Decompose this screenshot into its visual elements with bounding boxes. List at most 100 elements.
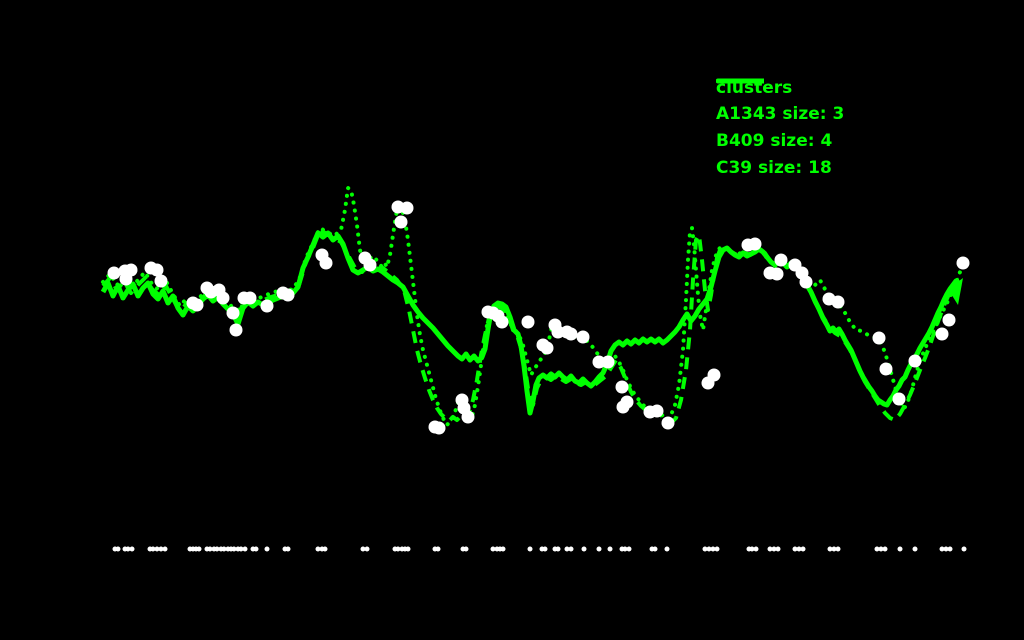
rug-tick [581, 546, 587, 552]
rug-tick [360, 546, 366, 552]
data-point-marker [879, 362, 893, 376]
rug-tick [622, 546, 628, 552]
rug-tick [500, 546, 506, 552]
data-point-marker [400, 201, 414, 215]
data-point-marker [942, 313, 956, 327]
data-point-marker [226, 306, 240, 320]
rug-tick [527, 546, 533, 552]
legend-item-c39: C39 size: 18 [716, 78, 844, 181]
data-point-marker [601, 355, 615, 369]
data-point-marker [615, 380, 629, 394]
data-point-marker [592, 355, 606, 369]
rug-tick [664, 546, 670, 552]
rug-tick [564, 546, 570, 552]
data-point-marker [770, 267, 784, 281]
rug-tick [749, 546, 755, 552]
data-point-marker [616, 400, 630, 414]
rug-tick [943, 546, 949, 552]
data-point-marker [521, 315, 535, 329]
rug-tick [125, 546, 131, 552]
rug-tick [214, 546, 220, 552]
data-point-marker [260, 299, 274, 313]
data-point-marker [576, 330, 590, 344]
rug-tick [231, 546, 237, 552]
rug-tick [710, 546, 716, 552]
rug-tick [129, 546, 135, 552]
rug-tick [878, 546, 884, 552]
legend-items: A1343 size: 3 B409 size: 4 C39 size: 18 [716, 78, 845, 181]
rug-tick [158, 546, 164, 552]
rug-tick [792, 546, 798, 552]
marker-points [107, 200, 970, 435]
rug-tick [150, 546, 156, 552]
rug-tick [242, 546, 248, 552]
data-point-marker [956, 256, 970, 270]
data-point-marker [281, 288, 295, 302]
rug-tick [596, 546, 602, 552]
data-point-marker [432, 421, 446, 435]
data-point-marker [119, 272, 133, 286]
data-point-marker [707, 368, 721, 382]
data-point-marker [661, 416, 675, 430]
data-point-marker [150, 263, 164, 277]
legend-item-a1343: A1343 size: 3 [716, 78, 845, 127]
line-end-arrowhead [948, 278, 963, 305]
data-point-marker [495, 315, 509, 329]
data-point-marker [892, 392, 906, 406]
rug-tick [771, 546, 777, 552]
data-point-marker [190, 298, 204, 312]
data-point-marker [831, 295, 845, 309]
data-point-marker [107, 266, 121, 280]
data-point-marker [243, 291, 257, 305]
rug-tick [961, 546, 967, 552]
legend: clusters A1343 size: 3 B409 size: 4 C39 si… [716, 76, 844, 181]
rug-tick [315, 546, 321, 552]
rug-tick [702, 546, 708, 552]
data-point-marker [799, 275, 813, 289]
rug-tick [568, 546, 574, 552]
rug-tick [835, 546, 841, 552]
data-point-marker [564, 327, 578, 341]
data-point-marker [872, 331, 886, 345]
data-point-marker [650, 404, 664, 418]
rug-points [112, 546, 967, 552]
rug-tick [767, 546, 773, 552]
rug-tick [555, 546, 561, 552]
legend-label: C39 size: 18 [716, 157, 832, 178]
data-point-marker [551, 325, 565, 339]
data-point-marker [229, 323, 243, 337]
rug-tick [897, 546, 903, 552]
rug-tick [753, 546, 759, 552]
data-point-marker [540, 341, 554, 355]
rug-tick [827, 546, 833, 552]
rug-tick [162, 546, 168, 552]
rug-tick [714, 546, 720, 552]
rug-tick [947, 546, 953, 552]
rug-tick [364, 546, 370, 552]
data-point-marker [363, 258, 377, 272]
series-line-a1343 [101, 186, 962, 427]
rug-tick [463, 546, 469, 552]
rug-tick [796, 546, 802, 552]
series-line-c39 [100, 230, 960, 416]
rug-tick [912, 546, 918, 552]
rug-tick [405, 546, 411, 552]
rug-tick [253, 546, 259, 552]
rug-tick [652, 546, 658, 552]
data-point-marker [748, 237, 762, 251]
rug-tick [154, 546, 160, 552]
rug-tick [706, 546, 712, 552]
rug-tick [882, 546, 888, 552]
rug-tick [800, 546, 806, 552]
rug-tick [264, 546, 270, 552]
rug-tick [831, 546, 837, 552]
rug-tick [542, 546, 548, 552]
rug-tick [490, 546, 496, 552]
rug-tick [626, 546, 632, 552]
data-point-marker [461, 410, 475, 424]
data-point-marker [319, 256, 333, 270]
legend-label: A1343 size: 3 [716, 103, 845, 124]
rug-tick [435, 546, 441, 552]
rug-tick [221, 546, 227, 552]
